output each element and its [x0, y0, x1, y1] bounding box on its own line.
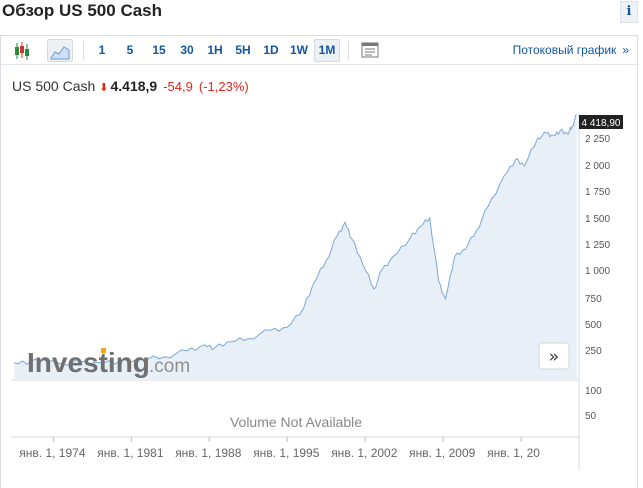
quote-line: US 500 Cash ⬇ 4.418,9 -54,9 (-1,23%) — [12, 78, 249, 94]
current-price-badge: 4 418,90 — [579, 115, 623, 129]
volume-axis-labels: 100 50 — [585, 386, 602, 422]
logo-dot — [101, 348, 106, 353]
x-axis-labels: янв. 1, 1974 янв. 1, 1981 янв. 1, 1988 янв.… — [19, 437, 540, 460]
x-tick-label: янв. 1, 1981 — [97, 446, 164, 460]
interval-1m[interactable]: 1M — [314, 39, 340, 62]
chart-panel: Investing .com » 4 418,90 Volume Not Ava… — [0, 65, 638, 488]
current-price-badge-label: 4 418,90 — [582, 118, 621, 129]
scroll-right-button[interactable]: » — [538, 342, 570, 370]
y-axis-labels: 2 250 2 000 1 750 1 500 1 250 1 000 750 500 250 — [585, 134, 610, 357]
area-chart-icon[interactable] — [47, 39, 73, 62]
x-tick-label: янв. 1, 1988 — [175, 446, 242, 460]
price-area — [14, 115, 577, 380]
double-chevron-right-icon: » — [549, 347, 559, 367]
volume-tick-label: 50 — [585, 411, 597, 422]
x-tick-label: янв. 1, 1974 — [19, 446, 86, 460]
price-chart[interactable]: Investing .com » 4 418,90 Volume Not Ava… — [1, 65, 637, 488]
volume-not-available: Volume Not Available — [230, 414, 362, 430]
y-tick-label: 1 750 — [585, 187, 610, 198]
volume-tick-label: 100 — [585, 386, 602, 397]
down-arrow-icon: ⬇ — [99, 82, 109, 94]
x-tick-label: янв. 1, 2009 — [409, 446, 476, 460]
interval-15[interactable]: 15 — [152, 43, 166, 57]
interval-1w[interactable]: 1W — [290, 43, 308, 57]
symbol-name: US 500 Cash — [12, 78, 96, 94]
double-chevron-right-icon: » — [622, 43, 629, 57]
y-tick-label: 2 000 — [585, 161, 610, 172]
logo-suffix: .com — [149, 356, 190, 377]
logo-brand: Investing — [27, 347, 150, 378]
toolbar-separator — [83, 41, 84, 60]
interval-1d[interactable]: 1D — [263, 43, 279, 57]
y-tick-label: 1 500 — [585, 214, 610, 225]
chart-settings-icon[interactable] — [357, 39, 383, 62]
candlestick-icon[interactable] — [9, 39, 35, 62]
y-tick-label: 500 — [585, 320, 602, 331]
y-tick-label: 750 — [585, 294, 602, 305]
interval-1h[interactable]: 1H — [207, 43, 223, 57]
page-title: Обзор US 500 Cash — [2, 1, 163, 20]
interval-30[interactable]: 30 — [180, 43, 194, 57]
y-tick-label: 2 250 — [585, 134, 610, 145]
last-price: 4.418,9 — [110, 78, 158, 94]
y-tick-label: 1 000 — [585, 266, 610, 277]
price-line — [14, 114, 577, 366]
y-tick-label: 250 — [585, 346, 602, 357]
x-tick-label: янв. 1, 2002 — [331, 446, 398, 460]
price-change-percent: (-1,23%) — [198, 79, 249, 94]
info-icon[interactable]: i — [620, 1, 638, 23]
toolbar-separator — [348, 41, 349, 60]
streaming-chart-label: Потоковый график — [512, 43, 617, 57]
investing-logo: Investing .com — [27, 347, 190, 378]
x-tick-label: янв. 1, 20 — [487, 446, 540, 460]
x-tick-label: янв. 1, 1995 — [253, 446, 320, 460]
interval-1[interactable]: 1 — [98, 43, 106, 57]
streaming-chart-link[interactable]: Потоковый график » — [513, 39, 629, 62]
y-tick-label: 1 250 — [585, 240, 610, 251]
price-change: -54,9 — [163, 79, 193, 94]
interval-5[interactable]: 5 — [126, 43, 134, 57]
chart-toolbar: 1 5 15 30 1H 5H 1D 1W 1M Потоковый графи… — [0, 35, 638, 65]
interval-5h[interactable]: 5H — [235, 43, 251, 57]
